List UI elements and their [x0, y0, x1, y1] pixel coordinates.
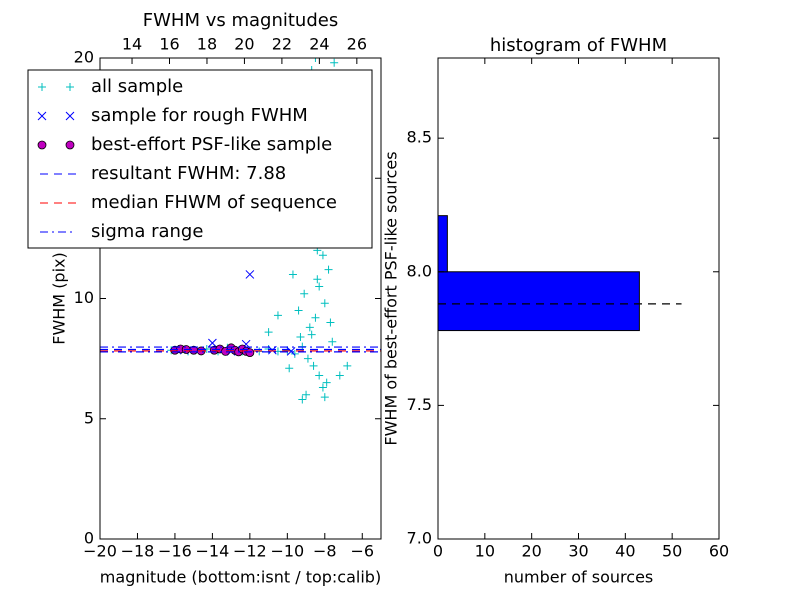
x2-tick-label: 26 — [347, 35, 367, 54]
point — [285, 364, 294, 373]
x-axis-label: magnitude (bottom:isnt / top:calib) — [100, 568, 381, 587]
x2-tick-label: 20 — [234, 35, 254, 54]
point — [311, 313, 320, 322]
y-tick-label: 10 — [74, 288, 94, 307]
y-tick-label: 8.5 — [407, 128, 432, 147]
point — [326, 318, 335, 327]
plot-frame — [99, 57, 382, 540]
x-tick-label: 10 — [475, 542, 495, 561]
x2-tick-label: 22 — [272, 35, 292, 54]
x2-tick-label: 24 — [309, 35, 329, 54]
x-tick-label: 50 — [662, 542, 682, 561]
point — [208, 338, 217, 348]
y-tick-label: 7.0 — [407, 529, 432, 548]
legend-label: sample for rough FWHM — [91, 105, 308, 126]
chart-title: FWHM vs magnitudes — [143, 10, 338, 31]
point — [318, 383, 327, 392]
point — [322, 378, 331, 387]
legend-swatch — [37, 111, 47, 121]
y-tick-label: 5 — [84, 408, 94, 427]
point — [290, 349, 299, 358]
point — [305, 323, 314, 332]
y-axis-label: FWHM (pix) — [50, 252, 69, 345]
chart-title: histogram of FWHM — [490, 35, 667, 56]
x2-tick-label: 14 — [122, 35, 142, 54]
point — [315, 371, 324, 380]
legend: all sample sample for rough FWHM best-effo… — [27, 69, 373, 249]
x-tick-label: 60 — [709, 542, 729, 561]
point — [320, 299, 329, 308]
point — [343, 361, 352, 370]
point — [303, 354, 312, 363]
x-axis-label: number of sources — [504, 568, 654, 587]
x2-tick-label: 18 — [197, 35, 217, 54]
x-tick-label: −20 — [83, 542, 117, 561]
legend-label: best-effort PSF-like sample — [91, 134, 332, 155]
point — [324, 265, 333, 274]
x-tick-label: −6 — [350, 542, 374, 561]
x-tick-label: −14 — [196, 542, 230, 561]
point — [245, 270, 255, 279]
plot-area — [438, 215, 682, 332]
point — [318, 251, 327, 260]
x-tick-label: 20 — [521, 542, 541, 561]
legend-swatch — [66, 83, 74, 91]
point — [273, 311, 282, 320]
point — [313, 275, 322, 284]
x-tick-label: −18 — [121, 542, 155, 561]
y-axis-label: FWHM of best-effort PSF-like sources — [382, 151, 401, 445]
x-tick-label: 40 — [615, 542, 635, 561]
point — [311, 58, 320, 62]
point — [335, 371, 344, 380]
point — [309, 361, 318, 370]
bar — [438, 215, 448, 273]
bar — [438, 271, 640, 332]
point — [307, 330, 316, 339]
y-tick-label: 7.5 — [407, 395, 432, 414]
point — [330, 58, 339, 67]
point — [298, 395, 307, 404]
legend-swatch — [38, 83, 46, 91]
legend-swatch — [65, 140, 75, 150]
legend-label: median FHWM of sequence — [91, 192, 337, 213]
legend-label: sigma range — [91, 221, 203, 242]
x-tick-label: 0 — [433, 542, 443, 561]
point — [288, 270, 297, 279]
point — [320, 393, 329, 402]
x2-tick-label: 16 — [159, 35, 179, 54]
point — [296, 332, 305, 341]
plot-frame — [437, 57, 720, 540]
x-tick-label: −10 — [270, 542, 304, 561]
plot-area — [100, 58, 381, 404]
x-tick-label: 30 — [568, 542, 588, 561]
legend-label: all sample — [91, 76, 183, 97]
x-tick-label: −12 — [233, 542, 267, 561]
point — [302, 390, 311, 399]
y-tick-label: 20 — [74, 48, 94, 67]
point — [315, 282, 324, 291]
point — [294, 306, 303, 315]
point — [300, 289, 309, 298]
point — [264, 328, 273, 337]
x-tick-label: −16 — [158, 542, 192, 561]
y-tick-label: 8.0 — [407, 261, 432, 280]
legend-swatch — [37, 140, 47, 150]
legend-swatch — [65, 111, 75, 121]
y-tick-label: 0 — [84, 529, 94, 548]
legend-box — [27, 69, 373, 249]
legend-label: resultant FWHM: 7.88 — [91, 163, 286, 184]
point — [328, 337, 337, 346]
point — [286, 347, 296, 356]
x-tick-label: −8 — [313, 542, 337, 561]
